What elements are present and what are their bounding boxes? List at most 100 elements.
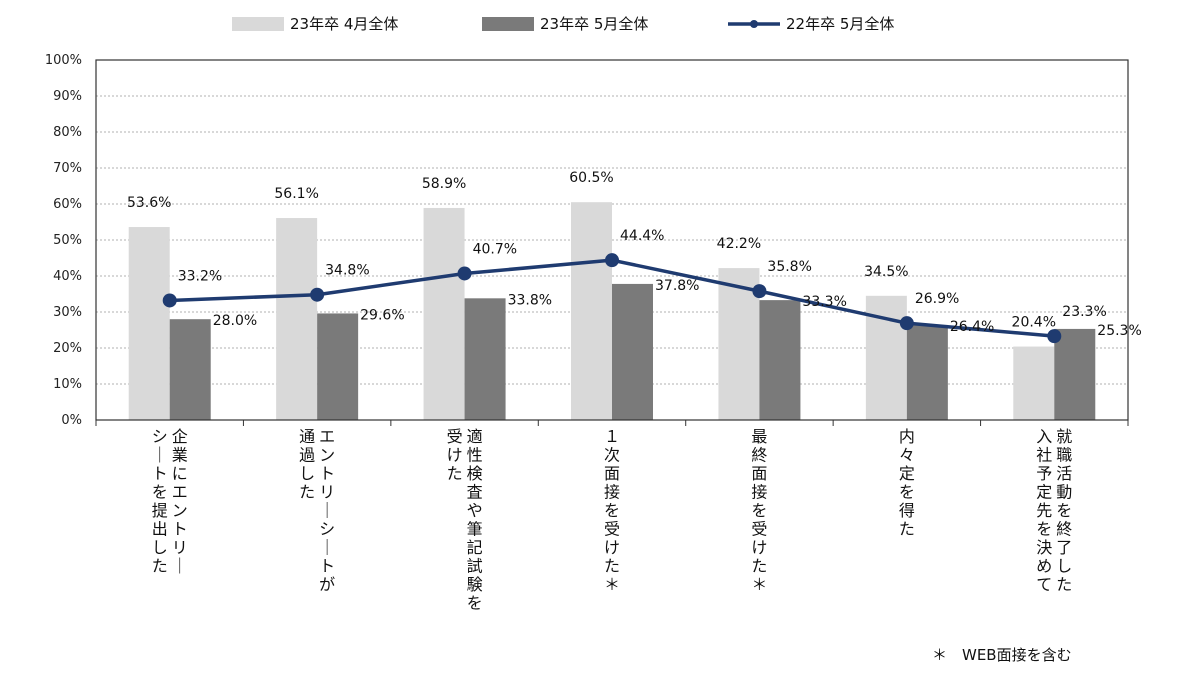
- category-label-char: 試: [467, 557, 483, 576]
- category-label-char: 内: [899, 427, 915, 446]
- y-tick-label: 80%: [53, 125, 82, 140]
- label-23-may: 26.4%: [950, 319, 994, 335]
- y-tick-label: 30%: [53, 305, 82, 320]
- bar-23-april: [1013, 346, 1055, 420]
- category-label-char: シ: [152, 427, 168, 446]
- y-tick-label: 50%: [53, 233, 82, 248]
- label-23-may: 33.3%: [802, 294, 846, 310]
- legend-swatch-marker: [750, 20, 758, 28]
- category-label-char: 受: [604, 520, 620, 539]
- category-label-char: に: [172, 464, 188, 483]
- category-label-char: 筆: [467, 520, 483, 539]
- category-label-char: リ: [319, 483, 335, 502]
- category-label-char: 出: [152, 520, 168, 539]
- category-label-char: 次: [604, 446, 620, 465]
- category-label-char: 性: [467, 446, 483, 465]
- category-label-char: を: [1036, 520, 1052, 539]
- category-label-char: 社: [1036, 446, 1052, 465]
- category-label-char: け: [751, 538, 767, 557]
- category-label-char: 検: [467, 464, 483, 483]
- label-22-may: 26.9%: [915, 291, 959, 307]
- category-label-char: 受: [751, 520, 767, 539]
- label-23-april: 34.5%: [864, 264, 908, 280]
- category-label-char: 提: [152, 501, 168, 520]
- line-point-22-may: [899, 316, 914, 331]
- bar-23-may: [759, 300, 801, 420]
- label-23-april: 56.1%: [274, 186, 318, 202]
- category-label-char: 面: [751, 464, 767, 483]
- category-label-char: ＊: [751, 575, 767, 594]
- category-label-char: た: [152, 557, 168, 576]
- category-label-char: ト: [319, 557, 335, 576]
- category-label-char: ｜: [319, 538, 335, 557]
- category-label-char: 査: [467, 483, 483, 502]
- category-label-char: ン: [319, 446, 335, 465]
- category-label-char: 了: [1056, 538, 1072, 557]
- category-label-char: て: [1036, 575, 1052, 594]
- category-label-char: 得: [899, 501, 915, 520]
- label-23-may: 33.8%: [508, 292, 552, 308]
- category-label-char: め: [1036, 557, 1052, 576]
- y-tick-label: 60%: [53, 197, 82, 212]
- category-label-char: リ: [172, 538, 188, 557]
- line-point-22-may: [605, 253, 619, 268]
- line-point-22-may: [457, 266, 472, 281]
- y-tick-label: 20%: [53, 341, 82, 356]
- category-label-char: 接: [604, 483, 620, 502]
- category-label-char: 験: [467, 575, 483, 594]
- category-label-char: 記: [467, 538, 483, 557]
- category-label-char: け: [447, 446, 463, 465]
- category-label-char: 最: [751, 427, 767, 446]
- category-label-char: ＊: [604, 575, 620, 594]
- line-point-22-may: [752, 284, 767, 299]
- category-label-char: ｜: [319, 501, 335, 520]
- category-label-char: 終: [751, 446, 767, 465]
- category-label-char: 先: [1036, 501, 1052, 520]
- category-label-char: を: [1056, 501, 1072, 520]
- bar-23-may: [1054, 328, 1096, 420]
- bar-23-april: [571, 202, 612, 420]
- bar-23-may: [464, 298, 506, 420]
- y-tick-label: 0%: [61, 413, 82, 428]
- label-23-april: 20.4%: [1012, 315, 1056, 331]
- label-22-may: 40.7%: [473, 241, 517, 257]
- category-label-char: ン: [172, 501, 188, 520]
- axes: 0% 10% 20% 30% 40% 50% 60% 70% 80% 90% 100%: [45, 53, 1129, 428]
- category-label-char: 終: [1056, 520, 1072, 539]
- line-point-22-may: [162, 293, 177, 308]
- label-23-april: 53.6%: [127, 195, 171, 211]
- category-label-char: た: [447, 464, 463, 483]
- category-label-char: や: [467, 501, 483, 520]
- data-labels: 53.6% 28.0% 33.2% 56.1% 29.6% 34.8% 58.9% 33.8%…: [127, 170, 1142, 339]
- category-label-char: 予: [1036, 464, 1052, 483]
- legend-swatch: [232, 17, 284, 31]
- category-label-char: た: [899, 520, 915, 539]
- legend-label: 23年卒 4月全体: [290, 15, 398, 33]
- category-label-char: エ: [172, 483, 188, 502]
- category-label-char: 定: [1036, 483, 1052, 502]
- plot-frame: [95, 59, 1129, 421]
- line-point-22-may: [310, 287, 325, 302]
- category-label-char: 決: [1036, 538, 1052, 557]
- category-label-char: し: [152, 538, 168, 557]
- category-label-char: 動: [1056, 483, 1072, 502]
- line-series: [162, 253, 1062, 344]
- bar-23-may: [317, 313, 359, 420]
- category-label-char: 業: [172, 446, 188, 465]
- label-23-may: 25.3%: [1097, 323, 1141, 339]
- label-23-may: 29.6%: [360, 307, 404, 323]
- category-label-char: 活: [1056, 464, 1072, 483]
- bars: [128, 202, 1096, 420]
- category-labels: 企業にエントリ｜シ｜トを提出したエントリ｜シ｜トが通過した適性検査や筆記試験を受…: [152, 427, 1073, 613]
- category-label-char: 受: [447, 427, 463, 446]
- category-label-char: た: [604, 557, 620, 576]
- y-tick-label: 70%: [53, 161, 82, 176]
- y-tick-label: 10%: [53, 377, 82, 392]
- y-tick-label: 40%: [53, 269, 82, 284]
- bar-23-may: [906, 324, 948, 420]
- label-23-may: 37.8%: [655, 278, 699, 294]
- category-label-char: 々: [899, 446, 915, 465]
- category-label-char: ト: [319, 464, 335, 483]
- footnote: ＊ WEB面接を含む: [932, 646, 1072, 664]
